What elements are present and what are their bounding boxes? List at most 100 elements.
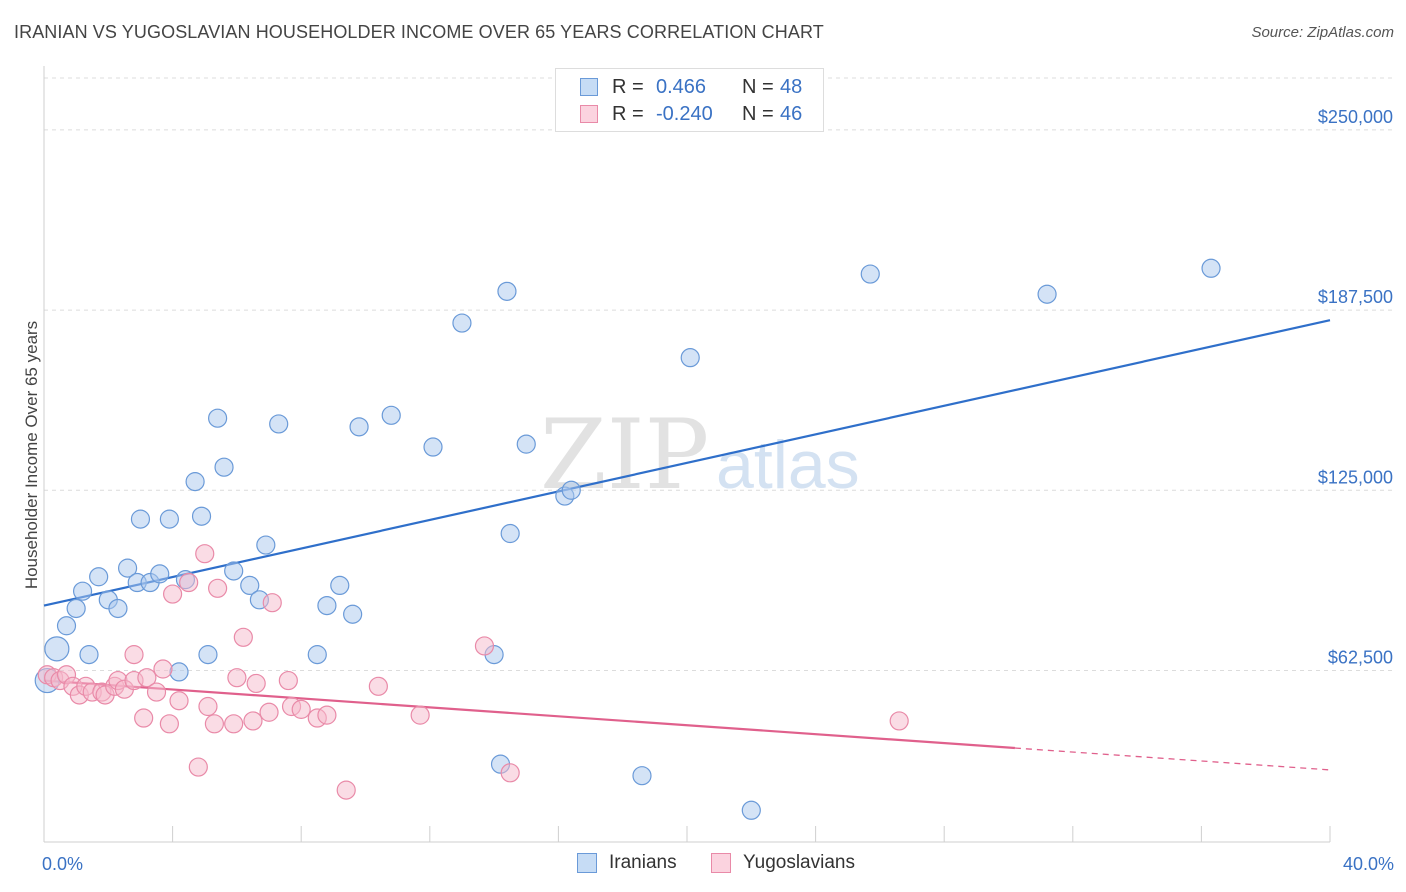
point-iranians xyxy=(117,558,138,578)
point-yugoslavians xyxy=(153,659,173,679)
legend-r-value: 0.466 xyxy=(656,75,707,98)
point-iranians xyxy=(240,575,260,596)
point-yugoslavians xyxy=(227,668,247,688)
point-yugoslavians xyxy=(198,696,218,717)
point-iranians xyxy=(1201,258,1221,278)
legend-n-label: N = xyxy=(742,102,774,125)
point-iranians xyxy=(159,509,179,529)
point-iranians xyxy=(741,800,761,820)
y-tick-label: $125,000 xyxy=(1318,467,1393,487)
point-iranians xyxy=(256,535,276,555)
point-yugoslavians xyxy=(146,682,167,702)
point-iranians xyxy=(1037,284,1057,304)
point-yugoslavians xyxy=(159,714,179,734)
point-yugoslavians xyxy=(278,670,298,691)
legend-r-value: -0.240 xyxy=(656,102,713,125)
point-iranians xyxy=(224,561,244,581)
legend-row-iranians: R = 0.466 N = 48 xyxy=(580,74,802,100)
point-yugoslavians xyxy=(137,668,157,688)
legend-swatch-iranians xyxy=(577,853,597,873)
point-iranians xyxy=(860,264,880,284)
x-tick-label: 0.0% xyxy=(42,854,83,874)
scatter-points xyxy=(34,258,1221,820)
point-iranians xyxy=(516,434,536,454)
x-tick-label: 40.0% xyxy=(1343,854,1394,874)
point-iranians xyxy=(317,595,337,616)
legend-label-iranians: Iranians xyxy=(609,852,677,873)
point-iranians xyxy=(343,604,363,624)
stats-legend: R = 0.466 N = 48 R = -0.240 N = 46 xyxy=(555,68,824,132)
point-yugoslavians xyxy=(410,705,430,725)
point-yugoslavians xyxy=(474,636,495,656)
trend-line-extension xyxy=(1014,747,1331,771)
point-iranians xyxy=(108,598,128,619)
point-iranians xyxy=(56,616,77,636)
point-iranians xyxy=(208,408,228,428)
axes xyxy=(43,66,1331,843)
legend-label-yugoslavians: Yugoslavians xyxy=(743,852,855,873)
point-yugoslavians xyxy=(224,714,244,734)
watermark-atlas: atlas xyxy=(716,427,860,503)
point-iranians xyxy=(130,509,151,529)
point-iranians xyxy=(191,506,212,526)
point-yugoslavians xyxy=(500,763,520,783)
legend-swatch-iranians xyxy=(580,78,598,96)
y-tick-labels: $62,500 $125,000 $187,500 $250,000 xyxy=(1318,107,1393,668)
point-yugoslavians xyxy=(134,708,154,728)
point-iranians xyxy=(500,523,520,544)
point-yugoslavians xyxy=(195,544,215,564)
point-iranians xyxy=(452,313,472,333)
point-yugoslavians xyxy=(259,702,279,722)
point-iranians xyxy=(185,472,205,492)
point-iranians xyxy=(381,405,401,425)
y-tick-label: $250,000 xyxy=(1318,107,1393,127)
point-iranians xyxy=(497,281,517,301)
point-yugoslavians xyxy=(169,691,189,711)
point-yugoslavians xyxy=(188,757,208,777)
point-iranians xyxy=(72,581,93,601)
legend-n-label: N = xyxy=(742,75,774,98)
point-yugoslavians xyxy=(179,572,199,593)
point-iranians xyxy=(198,645,218,665)
point-yugoslavians xyxy=(889,711,909,731)
legend-r-label: R = xyxy=(612,102,644,125)
x-tick-labels: 0.0% 40.0% xyxy=(42,854,1394,874)
chart-source: Source: ZipAtlas.com xyxy=(1251,24,1394,41)
trend-line-yugoslavians xyxy=(43,679,1016,750)
legend-item-yugoslavians: Yugoslavians xyxy=(711,852,855,874)
point-yugoslavians xyxy=(246,673,266,694)
y-axis-title: Householder Income Over 65 years xyxy=(22,321,41,589)
y-tick-label: $187,500 xyxy=(1318,287,1393,307)
point-iranians xyxy=(423,437,443,457)
chart-title: IRANIAN VS YUGOSLAVIAN HOUSEHOLDER INCOM… xyxy=(14,22,824,42)
point-yugoslavians xyxy=(317,705,337,725)
point-iranians xyxy=(269,414,289,434)
watermark: ZIP atlas xyxy=(540,399,860,511)
point-iranians xyxy=(330,575,350,596)
point-iranians xyxy=(169,662,189,682)
point-iranians xyxy=(561,480,581,500)
point-iranians xyxy=(214,457,234,477)
point-yugoslavians xyxy=(163,584,183,604)
legend-swatch-yugoslavians xyxy=(711,853,731,873)
point-iranians xyxy=(349,417,369,437)
point-iranians xyxy=(44,636,70,662)
point-yugoslavians xyxy=(124,645,144,665)
point-yugoslavians xyxy=(336,780,356,800)
legend-r-label: R = xyxy=(612,75,644,98)
point-iranians xyxy=(307,645,327,665)
legend-item-iranians: Iranians xyxy=(577,852,677,874)
y-tick-label: $62,500 xyxy=(1328,647,1393,667)
point-yugoslavians xyxy=(291,699,311,719)
point-yugoslavians xyxy=(368,676,388,696)
legend-row-yugoslavians: R = -0.240 N = 46 xyxy=(580,101,802,127)
legend-swatch-yugoslavians xyxy=(580,105,598,123)
point-yugoslavians xyxy=(208,578,228,598)
point-yugoslavians xyxy=(243,711,263,731)
point-iranians xyxy=(680,348,700,368)
legend-n-value: 46 xyxy=(780,102,803,125)
point-yugoslavians xyxy=(204,714,224,734)
point-iranians xyxy=(79,645,99,665)
series-legend: Iranians Yugoslavians xyxy=(0,852,1406,878)
